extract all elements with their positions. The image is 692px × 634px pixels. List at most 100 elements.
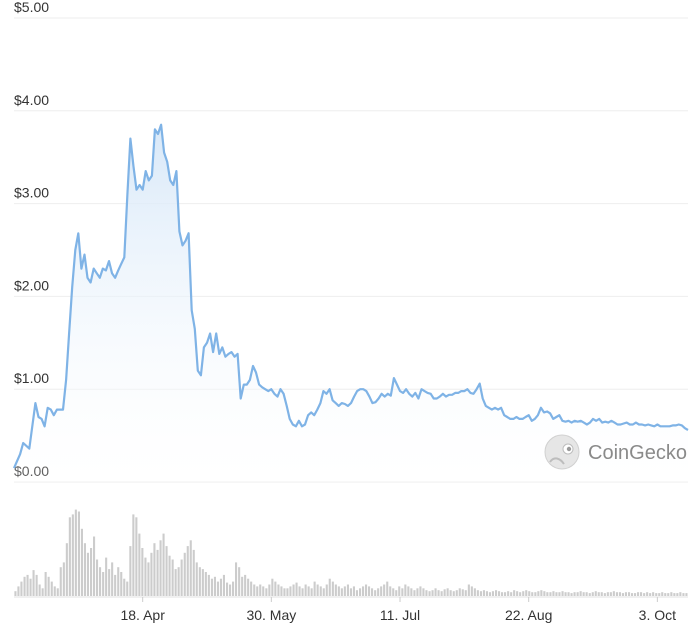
coingecko-watermark: CoinGecko	[544, 434, 687, 470]
volume-bar	[50, 581, 53, 596]
volume-bar	[673, 593, 676, 596]
volume-bar	[144, 557, 147, 596]
volume-bar	[464, 590, 467, 596]
volume-bar	[204, 572, 207, 596]
volume-bar	[310, 588, 313, 596]
volume-bar	[162, 533, 165, 596]
volume-bar	[355, 590, 358, 596]
volume-bar	[458, 588, 461, 596]
volume-bar	[86, 552, 89, 596]
volume-bar	[670, 592, 673, 596]
x-axis-ticks: 18. Apr 30. May 11. Jul 22. Aug 3. Oct	[120, 597, 676, 623]
volume-bar	[637, 592, 640, 596]
volume-bar	[247, 578, 250, 596]
y-tick-label: $2.00	[14, 277, 49, 293]
volume-bar	[597, 592, 600, 596]
volume-bar	[352, 586, 355, 596]
volume-bar	[504, 592, 507, 596]
volume-bar	[573, 592, 576, 596]
volume-bar	[346, 584, 349, 596]
volume-bar	[603, 593, 606, 596]
volume-bar	[482, 590, 485, 596]
volume-bar	[395, 590, 398, 596]
volume-bar	[114, 574, 117, 596]
volume-bar	[419, 586, 422, 596]
volume-bar	[446, 588, 449, 596]
x-tick-label: 3. Oct	[639, 607, 676, 623]
volume-bar	[277, 584, 280, 596]
volume-bar	[455, 590, 458, 596]
volume-bar	[62, 562, 65, 596]
volume-bar	[165, 546, 168, 596]
volume-bar	[241, 576, 244, 596]
volume-bar	[422, 588, 425, 596]
volume-bar	[413, 590, 416, 596]
volume-bar	[476, 590, 479, 596]
volume-bar	[525, 590, 528, 596]
volume-bar	[322, 588, 325, 596]
volume-bar	[153, 543, 156, 596]
volume-bar	[331, 581, 334, 596]
volume-bar	[643, 593, 646, 596]
volume-bar	[56, 588, 59, 596]
volume-bar	[14, 591, 17, 596]
volume-bar	[470, 586, 473, 596]
volume-bar	[219, 578, 222, 596]
volume-bar	[183, 552, 186, 596]
volume-bar	[213, 576, 216, 596]
volume-bar	[102, 572, 105, 596]
volume-bar	[510, 592, 513, 596]
volume-bar	[416, 588, 419, 596]
volume-bar	[111, 562, 114, 596]
volume-bar	[452, 591, 455, 596]
volume-bar	[624, 592, 627, 596]
volume-bar	[132, 514, 135, 596]
volume-bar	[150, 552, 153, 596]
volume-bar	[35, 574, 38, 596]
volume-bar	[498, 591, 501, 596]
volume-bar	[244, 574, 247, 596]
volume-bar	[325, 584, 328, 596]
volume-bar	[649, 593, 652, 596]
volume-bar	[259, 584, 262, 596]
volume-bar	[425, 590, 428, 596]
volume-bar	[440, 591, 443, 596]
volume-bar	[135, 517, 138, 596]
volume-bar	[253, 584, 256, 596]
volume-bar	[615, 592, 618, 596]
volume-bar	[549, 592, 552, 596]
volume-bar	[398, 586, 401, 596]
volume-bar	[371, 588, 374, 596]
volume-bar	[280, 586, 283, 596]
volume-bar	[540, 590, 543, 596]
volume-bar	[195, 562, 198, 596]
gecko-logo-icon	[544, 434, 580, 470]
volume-bar	[295, 582, 298, 596]
volume-bar	[600, 592, 603, 596]
volume-bar	[667, 593, 670, 596]
volume-bar	[41, 588, 44, 596]
volume-bar	[513, 590, 516, 596]
volume-bar	[159, 540, 162, 596]
volume-bar	[473, 588, 476, 596]
x-tick-label: 22. Aug	[505, 607, 553, 623]
volume-bar	[307, 586, 310, 596]
volume-bar	[437, 590, 440, 596]
volume-bar	[304, 584, 307, 596]
volume-bar	[83, 543, 86, 596]
volume-bar	[289, 586, 292, 596]
volume-bar	[646, 592, 649, 596]
volume-bar	[631, 593, 634, 596]
volume-bar	[612, 591, 615, 596]
volume-bar	[467, 584, 470, 596]
volume-bar	[265, 588, 268, 596]
price-area	[14, 124, 688, 482]
volume-bar	[286, 588, 289, 596]
volume-bar	[389, 586, 392, 596]
volume-bar	[461, 589, 464, 596]
volume-bar	[138, 533, 141, 596]
y-axis-ticks: $0.00$1.00$2.00$3.00$4.00$5.00	[14, 0, 49, 479]
volume-bar	[38, 584, 41, 596]
volume-bar	[201, 569, 204, 596]
volume-bar	[174, 569, 177, 596]
